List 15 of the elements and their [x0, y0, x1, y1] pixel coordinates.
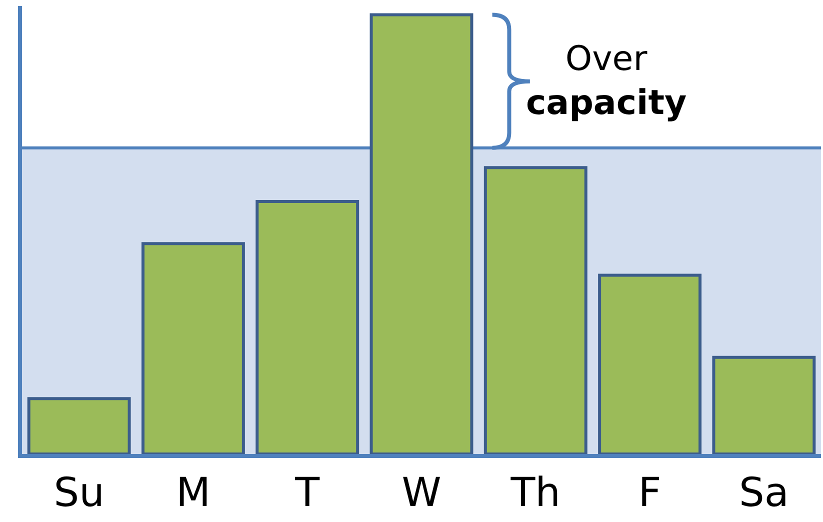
x-tick-label: T: [294, 470, 320, 516]
bar: [370, 13, 474, 454]
bar: [256, 200, 360, 454]
bar: [598, 274, 702, 454]
x-tick-label: W: [402, 470, 442, 516]
x-tick-label: M: [176, 470, 210, 516]
bar: [712, 356, 816, 454]
x-tick-label: F: [638, 470, 662, 516]
bar: [141, 242, 245, 454]
annotation: Over capacity: [526, 39, 687, 124]
bar: [27, 397, 131, 454]
bar: [484, 166, 588, 454]
x-tick-label: Sa: [738, 470, 789, 516]
x-tick-label: Th: [510, 470, 561, 516]
x-tick-label: Su: [54, 470, 104, 516]
